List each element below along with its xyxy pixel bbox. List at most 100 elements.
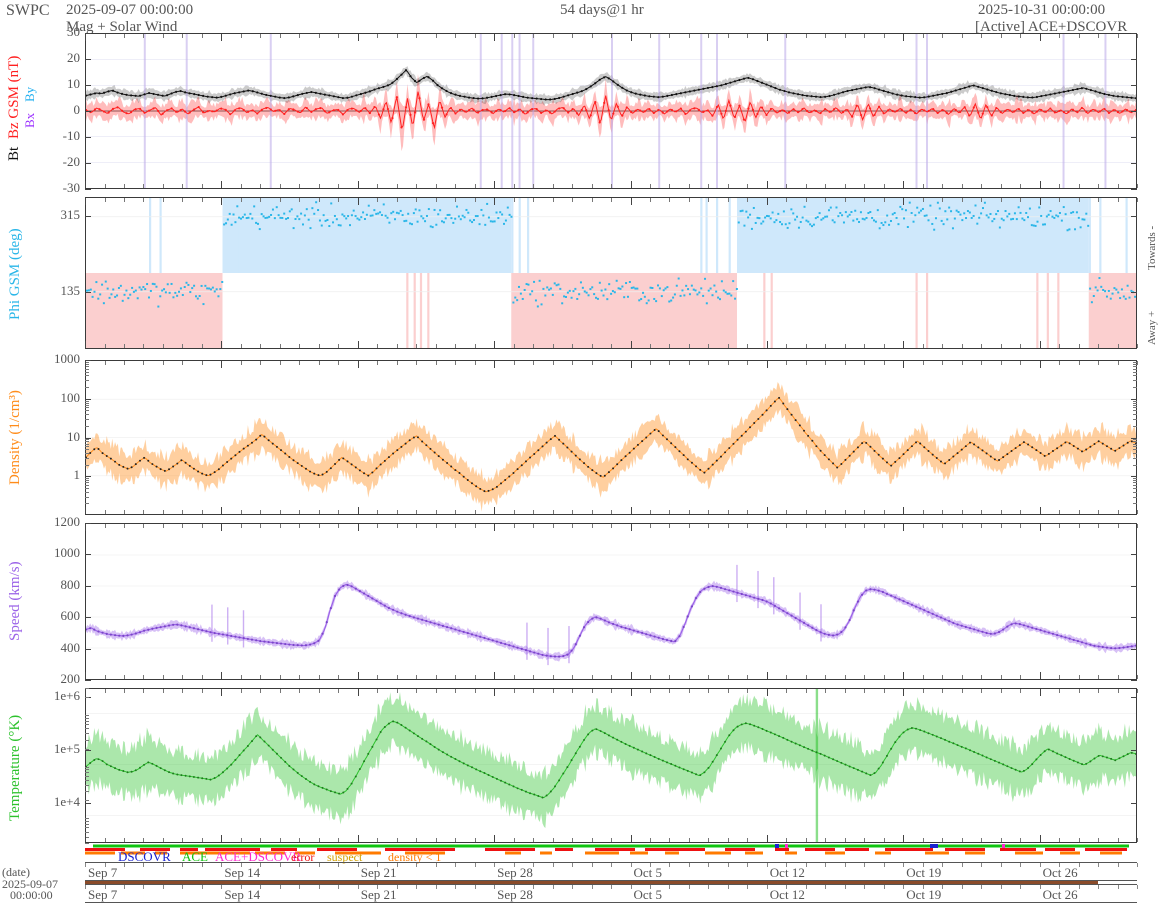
time-range-scrollbar[interactable] xyxy=(85,879,1137,887)
x-tick-mark xyxy=(85,341,86,348)
x-tick-mark xyxy=(961,361,963,365)
x-tick-mark xyxy=(630,672,632,679)
y-tick-mark xyxy=(85,59,91,60)
date-tick-mark xyxy=(221,863,223,867)
x-tick-mark xyxy=(260,344,262,348)
data-source-status-strip[interactable] xyxy=(85,843,1137,859)
x-tick-mark xyxy=(611,524,612,528)
x-tick-mark xyxy=(435,510,437,514)
x-tick-mark xyxy=(688,34,690,38)
x-tick-mark xyxy=(688,675,690,679)
x-tick-mark xyxy=(299,675,301,679)
date-label-upper: Sep 7 xyxy=(88,865,118,880)
y-tick-mark xyxy=(1131,697,1137,699)
x-tick-mark xyxy=(1098,524,1099,528)
x-tick-mark xyxy=(85,672,86,679)
x-tick-mark xyxy=(922,34,924,38)
y-tick-label: 100 xyxy=(60,389,81,405)
x-tick-mark xyxy=(455,675,457,679)
x-tick-mark xyxy=(260,184,262,188)
x-tick-mark xyxy=(650,689,651,693)
y-minor-tick xyxy=(85,480,89,481)
x-tick-mark xyxy=(1059,689,1061,693)
x-tick-mark xyxy=(805,344,807,348)
x-tick-mark xyxy=(1098,198,1099,202)
x-tick-mark xyxy=(124,198,125,202)
date-label-upper: Sep 28 xyxy=(497,865,533,880)
x-tick-mark xyxy=(221,361,223,368)
end-time-label: 2025-10-31 00:00:00 xyxy=(978,2,1106,18)
y-minor-tick xyxy=(85,823,89,825)
y-minor-tick xyxy=(85,404,89,406)
date-tick-mark xyxy=(1098,885,1099,889)
x-tick-mark xyxy=(1000,344,1002,348)
x-tick-mark xyxy=(201,524,203,528)
x-tick-mark xyxy=(688,524,690,528)
date-axis-upper[interactable] xyxy=(85,862,1137,881)
y-minor-tick xyxy=(85,688,89,689)
x-tick-mark xyxy=(377,689,379,693)
y-minor-tick xyxy=(85,400,89,402)
x-tick-mark xyxy=(981,524,983,528)
x-tick-mark xyxy=(1098,675,1099,679)
x-tick-mark xyxy=(240,198,242,202)
x-tick-mark xyxy=(533,361,535,365)
y-tick-mark xyxy=(85,163,91,164)
x-tick-mark xyxy=(1117,524,1119,528)
x-tick-mark xyxy=(279,184,281,188)
y-tick-mark xyxy=(1131,189,1137,190)
x-tick-mark xyxy=(825,34,827,38)
x-tick-mark xyxy=(1059,361,1061,365)
y-tick-mark xyxy=(1131,59,1137,60)
date-tick-mark xyxy=(864,885,866,889)
panel-speed[interactable] xyxy=(85,523,1137,680)
x-tick-mark xyxy=(922,675,924,679)
x-tick-mark xyxy=(377,34,379,38)
date-tick-mark xyxy=(435,863,437,867)
x-tick-mark xyxy=(455,689,457,693)
panel-density[interactable] xyxy=(85,360,1137,515)
x-tick-mark xyxy=(630,341,632,348)
panel-temperature[interactable] xyxy=(85,688,1137,843)
x-tick-mark xyxy=(240,510,242,514)
date-tick-mark xyxy=(1078,863,1080,867)
x-tick-mark xyxy=(552,34,554,38)
x-tick-mark xyxy=(747,184,749,188)
legend-item-ace-dscovr: ACE+DSCOVR xyxy=(215,849,302,864)
x-tick-mark xyxy=(669,184,671,188)
y-minor-tick xyxy=(1133,452,1137,454)
y-tick-mark xyxy=(1131,216,1137,217)
y-minor-tick xyxy=(1133,425,1137,427)
panel-phi-gsm[interactable] xyxy=(85,197,1137,349)
x-tick-mark xyxy=(727,198,729,202)
x-tick-mark xyxy=(435,344,437,348)
x-tick-mark xyxy=(318,361,320,365)
y-tick-mark xyxy=(85,585,91,587)
x-tick-mark xyxy=(1098,184,1099,188)
x-tick-mark xyxy=(513,184,515,188)
x-tick-mark xyxy=(669,361,671,365)
y-tick-label: 800 xyxy=(60,576,81,592)
x-tick-mark xyxy=(474,34,476,38)
y-minor-tick xyxy=(85,818,89,820)
x-tick-mark xyxy=(201,361,203,365)
y-minor-tick xyxy=(85,697,89,699)
x-tick-mark xyxy=(747,524,749,528)
y-axis-title-density: Density (1/cm³) xyxy=(7,390,23,485)
x-tick-mark xyxy=(688,689,690,693)
x-tick-mark xyxy=(162,675,164,679)
panel-magnetic-field[interactable] xyxy=(85,33,1137,189)
date-tick-mark xyxy=(727,885,729,889)
date-tick-mark xyxy=(533,885,535,889)
date-tick-mark xyxy=(143,885,145,889)
x-tick-mark xyxy=(922,344,924,348)
date-tick-mark xyxy=(669,885,671,889)
date-tick-mark xyxy=(708,863,710,867)
x-tick-mark xyxy=(162,198,164,202)
time-range-scroll-thumb[interactable] xyxy=(85,881,1098,885)
x-tick-mark xyxy=(338,361,340,365)
y-tick-mark xyxy=(1131,137,1137,138)
x-tick-mark xyxy=(591,361,593,365)
x-tick-mark xyxy=(396,344,398,348)
x-tick-mark xyxy=(1137,524,1138,528)
